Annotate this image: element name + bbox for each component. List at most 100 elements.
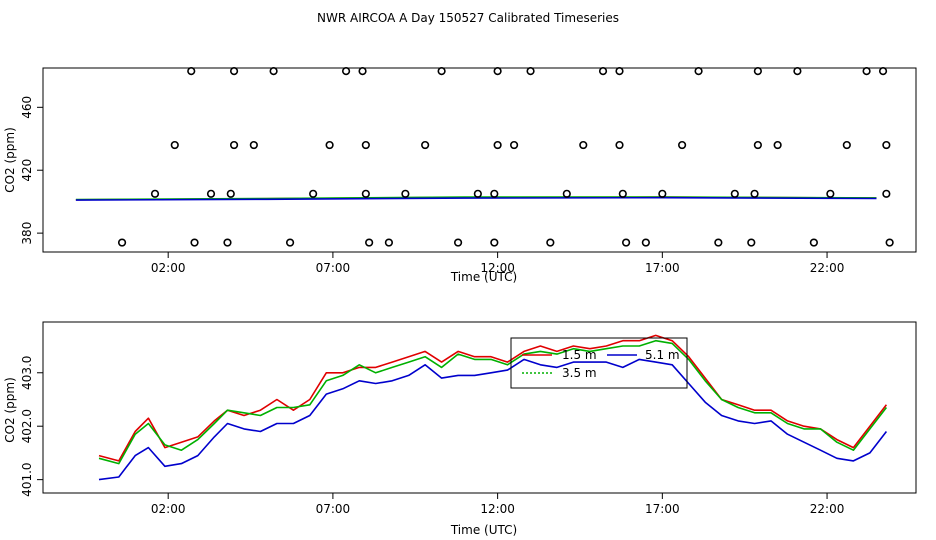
baseline-line — [75, 196, 877, 201]
x-tick-label: 02:00 — [151, 261, 186, 275]
panel2-frame — [42, 321, 917, 494]
y-tick-label: 403.0 — [20, 356, 34, 390]
calibration-point — [384, 238, 394, 247]
calibration-point — [546, 238, 555, 247]
calibration-point — [579, 140, 588, 150]
calibration-point — [678, 140, 687, 150]
x-tick-label: 07:00 — [316, 261, 351, 275]
panel1-y-axis: 380 420 460 — [20, 96, 43, 245]
calibration-point — [150, 189, 160, 198]
calibration-point — [615, 67, 624, 76]
x-tick-label: 22:00 — [810, 502, 845, 516]
x-tick-label: 17:00 — [645, 502, 680, 516]
panel2-series-lines — [98, 334, 888, 481]
calibration-point — [882, 189, 891, 198]
y-tick-label: 401.0 — [20, 462, 34, 496]
x-tick-label: 02:00 — [151, 502, 186, 516]
calibration-point — [747, 238, 756, 247]
calibration-point — [490, 238, 499, 247]
calibration-point — [473, 189, 482, 198]
calibration-point — [269, 67, 278, 76]
calibration-point — [694, 67, 703, 76]
y-tick-label: 380 — [20, 222, 34, 245]
calibration-point — [187, 67, 196, 76]
calibration-point — [437, 67, 446, 76]
panel2-x-axis: 02:00 07:00 12:00 17:00 22:00 — [151, 493, 844, 516]
panel2-y-axis: 401.0 402.0 403.0 — [20, 356, 43, 497]
calibration-point — [753, 67, 762, 76]
calibration-point — [229, 67, 239, 76]
calibration-point — [190, 238, 199, 247]
y-tick-label: 420 — [20, 159, 34, 182]
panel2-x-label: Time (UTC) — [450, 523, 517, 537]
calibration-point — [421, 140, 430, 150]
legend-label-3-5m: 3.5 m — [562, 366, 597, 380]
calibration-point — [223, 238, 232, 247]
series-line — [98, 339, 888, 465]
panel1-y-label: CO2 (ppm) — [3, 127, 17, 193]
panel1-x-axis: 02:00 07:00 12:00 17:00 22:00 — [151, 252, 844, 275]
calibration-point — [562, 189, 571, 198]
panel1-x-label: Time (UTC) — [450, 270, 517, 284]
calibration-point — [862, 67, 871, 76]
legend-label-5-1m: 5.1 m — [645, 348, 680, 362]
calibration-point — [826, 189, 835, 198]
calibration-point — [358, 67, 367, 76]
calibration-point — [773, 140, 782, 150]
x-tick-label: 12:00 — [480, 261, 515, 275]
y-tick-label: 460 — [20, 96, 34, 119]
calibration-point — [618, 189, 627, 198]
legend: 1.5 m 5.1 m 3.5 m — [510, 337, 688, 389]
calibration-point — [226, 189, 235, 198]
series-line — [98, 334, 888, 462]
calibration-point — [526, 67, 535, 76]
calibration-point — [325, 140, 334, 150]
calibration-point — [170, 140, 179, 150]
calibration-point — [621, 238, 631, 247]
x-tick-label: 07:00 — [316, 502, 351, 516]
panel1-calibration-points — [117, 67, 894, 247]
legend-box — [510, 337, 688, 389]
calibration-point — [809, 238, 818, 247]
legend-label-1-5m: 1.5 m — [562, 348, 597, 362]
calibration-point — [490, 189, 499, 198]
calibration-point — [730, 189, 739, 198]
calibration-point — [341, 67, 351, 76]
calibration-point — [598, 67, 608, 76]
calibration-point — [249, 140, 258, 150]
calibration-panel: 02:00 07:00 12:00 17:00 22:00 380 420 460 Time… — [3, 67, 917, 284]
panel1-frame — [42, 67, 917, 253]
calibration-point — [453, 238, 463, 247]
calibration-point — [361, 189, 370, 198]
calibration-point — [493, 67, 502, 76]
calibration-point — [842, 140, 851, 150]
panel2-y-label: CO2 (ppm) — [3, 377, 17, 443]
calibration-point — [365, 238, 374, 247]
calibration-point — [885, 238, 894, 247]
calibration-point — [361, 140, 370, 150]
calibration-point — [509, 140, 519, 150]
calibration-point — [753, 140, 762, 150]
calibration-point — [401, 189, 410, 198]
calibration-point — [117, 238, 127, 247]
x-tick-label: 17:00 — [645, 261, 680, 275]
calibration-point — [641, 238, 650, 247]
calibration-point — [285, 238, 295, 247]
series-line — [98, 358, 888, 481]
y-tick-label: 402.0 — [20, 409, 34, 443]
calibration-point — [878, 67, 888, 76]
calibration-point — [206, 189, 216, 198]
calibration-point — [793, 67, 802, 76]
calibration-point — [714, 238, 723, 247]
calibration-point — [750, 189, 759, 198]
x-tick-label: 22:00 — [810, 261, 845, 275]
calibration-point — [658, 189, 667, 198]
co2-timeseries-panel: 02:00 07:00 12:00 17:00 22:00 401.0 402.0 403.… — [3, 321, 917, 537]
figure-title: NWR AIRCOA A Day 150527 Calibrated Times… — [317, 11, 619, 25]
calibration-point — [493, 140, 502, 150]
calibration-point — [882, 140, 891, 150]
calibration-point — [615, 140, 624, 150]
calibration-point — [229, 140, 239, 150]
calibration-point — [309, 189, 318, 198]
